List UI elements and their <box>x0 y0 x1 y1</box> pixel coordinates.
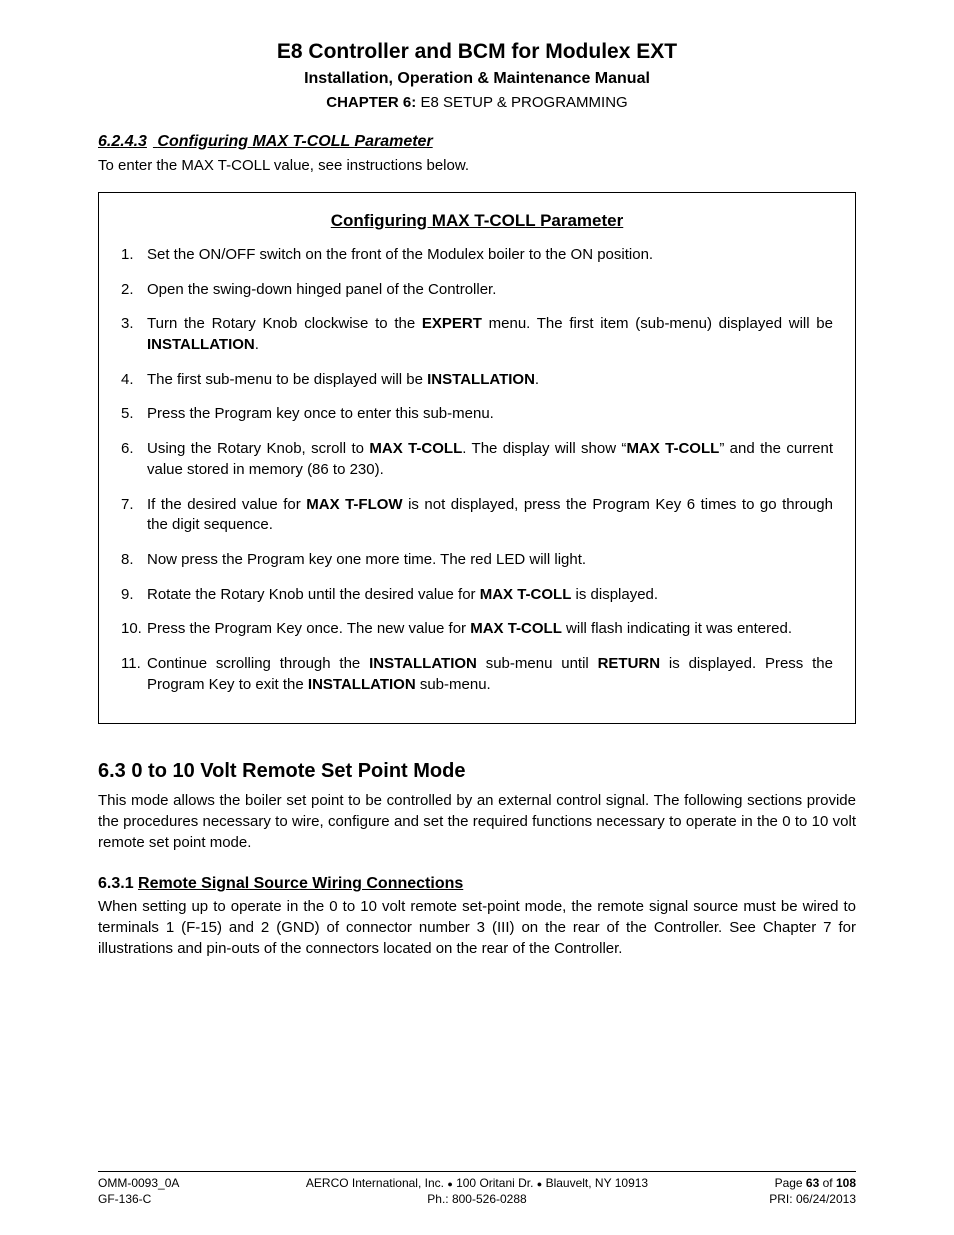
step-number: 7. <box>121 495 147 536</box>
step-body: Continue scrolling through the INSTALLAT… <box>147 654 833 695</box>
section-631-title: Remote Signal Source Wiring Connections <box>138 875 463 892</box>
chapter-label: CHAPTER 6: <box>326 94 416 111</box>
footer-page-number: Page 63 of 108 <box>706 1175 856 1191</box>
step-number: 1. <box>121 245 147 266</box>
step-body: Open the swing-down hinged panel of the … <box>147 280 833 301</box>
step-body: Rotate the Rotary Knob until the desired… <box>147 585 833 606</box>
doc-subtitle: Installation, Operation & Maintenance Ma… <box>98 70 856 88</box>
section-number: 6.2.4.3 <box>98 133 147 150</box>
step-body: Press the Program key once to enter this… <box>147 404 833 425</box>
procedure-step: 3.Turn the Rotary Knob clockwise to the … <box>121 314 833 355</box>
step-number: 3. <box>121 314 147 355</box>
step-number: 9. <box>121 585 147 606</box>
procedure-step: 1.Set the ON/OFF switch on the front of … <box>121 245 833 266</box>
chapter-text: E8 SETUP & PROGRAMMING <box>416 94 627 111</box>
section-63-para: This mode allows the boiler set point to… <box>98 791 856 853</box>
page-footer: OMM-0093_0A GF-136-C AERCO International… <box>98 1171 856 1207</box>
doc-title: E8 Controller and BCM for Modulex EXT <box>98 40 856 64</box>
step-body: Now press the Program key one more time.… <box>147 550 833 571</box>
chapter-line: CHAPTER 6: E8 SETUP & PROGRAMMING <box>98 94 856 111</box>
procedure-step: 5.Press the Program key once to enter th… <box>121 404 833 425</box>
footer-rule <box>98 1171 856 1172</box>
step-body: Set the ON/OFF switch on the front of th… <box>147 245 833 266</box>
procedure-steps: 1.Set the ON/OFF switch on the front of … <box>121 245 833 695</box>
procedure-box-title: Configuring MAX T-COLL Parameter <box>121 211 833 231</box>
step-number: 2. <box>121 280 147 301</box>
step-number: 10. <box>121 619 147 640</box>
procedure-step: 8.Now press the Program key one more tim… <box>121 550 833 571</box>
section-6243-heading: 6.2.4.3 Configuring MAX T-COLL Parameter <box>98 133 856 151</box>
step-body: The first sub-menu to be displayed will … <box>147 370 833 391</box>
footer-date: PRI: 06/24/2013 <box>706 1191 856 1207</box>
procedure-step: 11.Continue scrolling through the INSTAL… <box>121 654 833 695</box>
step-body: Press the Program Key once. The new valu… <box>147 619 833 640</box>
procedure-step: 6.Using the Rotary Knob, scroll to MAX T… <box>121 439 833 480</box>
section-63-heading: 6.3 0 to 10 Volt Remote Set Point Mode <box>98 760 856 783</box>
section-631-number: 6.3.1 <box>98 875 138 892</box>
footer-phone: Ph.: 800-526-0288 <box>248 1191 706 1207</box>
step-body: Using the Rotary Knob, scroll to MAX T-C… <box>147 439 833 480</box>
procedure-step: 4.The first sub-menu to be displayed wil… <box>121 370 833 391</box>
footer-gf-code: GF-136-C <box>98 1191 248 1207</box>
step-number: 8. <box>121 550 147 571</box>
footer-doc-id: OMM-0093_0A <box>98 1175 248 1191</box>
section-6243-intro: To enter the MAX T-COLL value, see instr… <box>98 157 856 174</box>
section-631-heading: 6.3.1 Remote Signal Source Wiring Connec… <box>98 875 856 893</box>
footer-company-line: AERCO International, Inc. ● 100 Oritani … <box>248 1175 706 1191</box>
step-body: Turn the Rotary Knob clockwise to the EX… <box>147 314 833 355</box>
section-title: Configuring MAX T-COLL Parameter <box>157 133 432 150</box>
page-header: E8 Controller and BCM for Modulex EXT In… <box>98 40 856 111</box>
section-631-para: When setting up to operate in the 0 to 1… <box>98 897 856 959</box>
procedure-step: 9.Rotate the Rotary Knob until the desir… <box>121 585 833 606</box>
procedure-step: 7.If the desired value for MAX T-FLOW is… <box>121 495 833 536</box>
procedure-box: Configuring MAX T-COLL Parameter 1.Set t… <box>98 192 856 724</box>
procedure-step: 10.Press the Program Key once. The new v… <box>121 619 833 640</box>
step-number: 6. <box>121 439 147 480</box>
procedure-step: 2.Open the swing-down hinged panel of th… <box>121 280 833 301</box>
step-body: If the desired value for MAX T-FLOW is n… <box>147 495 833 536</box>
step-number: 4. <box>121 370 147 391</box>
step-number: 5. <box>121 404 147 425</box>
step-number: 11. <box>121 654 147 695</box>
